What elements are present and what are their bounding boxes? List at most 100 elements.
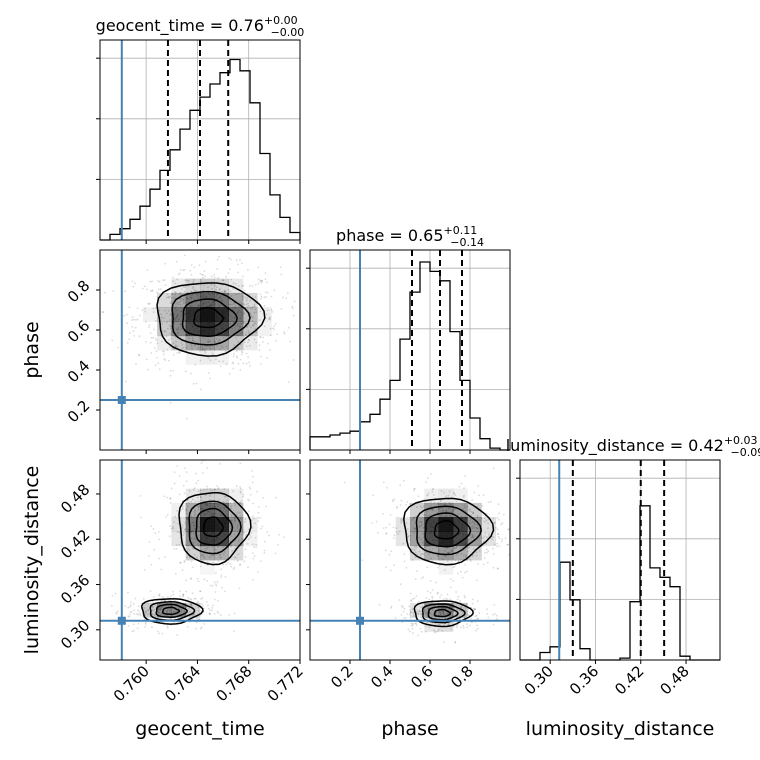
scatter-point [153,347,156,349]
scatter-point [190,264,193,266]
scatter-point [174,291,176,294]
contour-line [149,601,196,621]
density-cell [142,307,158,322]
scatter-point [442,613,445,616]
scatter-point [437,554,439,557]
scatter-point [431,509,434,512]
scatter-point [413,489,415,492]
scatter-point [420,552,422,555]
scatter-point [179,323,182,326]
scatter-point [441,514,443,517]
scatter-point [237,263,239,266]
scatter-point [240,491,242,494]
scatter-point [426,621,429,624]
scatter-point [192,286,195,288]
scatter-point [476,524,478,526]
scatter-point [231,519,234,522]
scatter-point [239,358,242,361]
scatter-point [217,612,220,614]
scatter-point [439,596,441,599]
scatter-point [129,610,132,613]
scatter-point [412,517,415,519]
scatter-point [133,318,135,321]
scatter-point [154,615,157,617]
scatter-point [179,561,182,564]
scatter-point [457,560,460,563]
scatter-point [283,536,286,538]
scatter-point [199,590,202,592]
y-axis-label-luminosity_distance: luminosity_distance [21,466,43,655]
scatter-point [465,610,467,612]
scatter-point [393,534,396,536]
scatter-point [178,352,181,354]
scatter-point [249,493,252,496]
scatter-point [471,602,474,605]
scatter-point [176,465,179,467]
scatter-point [425,510,428,513]
scatter-point [207,286,209,289]
scatter-point [424,546,426,548]
density-cell [410,545,425,561]
scatter-point [207,341,210,343]
scatter-point [469,617,472,620]
scatter-point [203,349,206,351]
scatter-point [206,601,208,603]
scatter-point [266,309,269,312]
scatter-point [137,609,140,612]
scatter-point [185,606,188,608]
scatter-point [158,538,161,541]
density-cell [214,321,229,337]
scatter-point [447,551,450,554]
scatter-point [476,624,479,627]
scatter-point [225,335,228,338]
scatter-point [161,279,164,281]
scatter-point [188,549,191,552]
scatter-point [440,594,443,596]
scatter-point [447,494,450,497]
scatter-point [165,516,168,518]
scatter-point [245,303,248,306]
scatter-point [139,613,142,615]
scatter-point [205,547,208,550]
scatter-point [492,536,495,539]
scatter-point [241,262,243,265]
scatter-point [151,609,154,611]
scatter-point [215,358,217,361]
panel-frame [309,249,511,451]
scatter-point [445,514,448,517]
scatter-point [183,561,186,563]
scatter-point [229,322,231,325]
x-tick-label-phase: 0.6 [407,662,437,692]
density-cell [157,335,172,351]
scatter-point [428,553,430,555]
scatter-point [222,546,224,549]
scatter-point [416,506,418,508]
scatter-point [186,625,189,628]
scatter-point [191,235,193,237]
scatter-point [471,535,474,538]
scatter-point [412,548,414,551]
scatter-point [217,487,220,489]
scatter-point [167,596,169,599]
scatter-point [420,613,422,615]
scatter-point [190,603,192,606]
x-tick-label-geocent_time: 0.764 [161,662,204,705]
scatter-point [391,499,394,502]
scatter-point [146,613,149,616]
scatter-point [268,318,271,321]
scatter-point [411,622,414,625]
scatter-point [446,560,449,563]
scatter-point [181,524,184,527]
scatter-point [102,311,105,313]
scatter-point [150,336,153,339]
scatter-point [244,520,247,523]
scatter-point [492,623,495,626]
scatter-point [167,297,170,299]
scatter-point [262,496,265,499]
scatter-point [218,255,221,258]
scatter-point [185,613,187,616]
scatter-point [201,345,204,348]
scatter-point [405,503,407,506]
scatter-point [174,345,177,348]
scatter-point [459,547,462,549]
